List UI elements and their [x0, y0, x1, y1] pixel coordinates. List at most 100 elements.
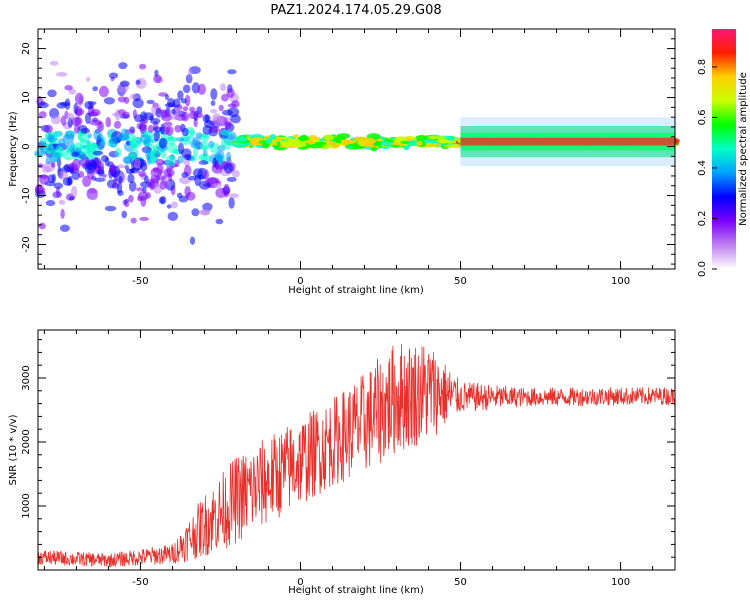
spectrogram-cell	[123, 156, 133, 165]
spectrogram-xlabel: Height of straight line (km)	[288, 285, 424, 296]
spectrogram-cell	[189, 236, 196, 245]
spectrogram-cell	[447, 136, 455, 141]
spectrogram-cell	[64, 112, 75, 120]
colorbar: 0.0 0.2 0.4 0.6 0.8 Normalized spectral ampl…	[697, 29, 749, 277]
spectrogram-cell	[265, 137, 273, 145]
spectrogram-cell	[152, 126, 163, 133]
spectrogram-cell	[153, 130, 161, 142]
spectrogram-cell	[84, 112, 92, 124]
spectrogram-cell	[221, 136, 227, 149]
y-tick-label: 10	[21, 91, 32, 104]
spectrogram-cell	[225, 151, 232, 163]
spectrogram-band	[460, 137, 675, 146]
spectrogram-cell	[86, 77, 91, 82]
spectrogram-cell	[47, 89, 57, 98]
spectrogram-cell	[109, 136, 118, 148]
spectrogram-cell	[129, 168, 135, 174]
spectrogram-cell	[235, 136, 248, 142]
spectrogram-cell	[224, 121, 232, 130]
y-tick-label: -10	[21, 187, 32, 203]
spectrogram-cell	[117, 190, 124, 196]
spectrogram-cell	[182, 106, 189, 112]
spectrogram-cell	[62, 177, 73, 186]
spectrogram-cell	[49, 60, 59, 66]
spectrogram-cell	[181, 111, 190, 122]
spectrogram-cell	[226, 88, 235, 98]
colorbar-tick-label: 0.8	[697, 59, 708, 75]
spectrogram-cell	[231, 142, 246, 148]
spectrogram-cell	[82, 175, 92, 187]
spectrogram-cell	[43, 143, 54, 154]
spectrogram-cell	[55, 72, 68, 77]
spectrogram-cell	[71, 171, 80, 181]
spectrogram-cell	[181, 148, 192, 158]
spectrogram-cell	[120, 80, 130, 87]
spectrogram-cell	[227, 103, 237, 108]
spectrogram-cell	[101, 155, 109, 163]
spectrogram-cell	[94, 177, 106, 182]
spectrogram-cell	[37, 174, 49, 179]
spectrogram-cell	[416, 141, 423, 146]
colorbar-tick-label: 0.0	[697, 261, 708, 277]
spectrogram-cell	[228, 197, 235, 209]
spectrogram-cell	[47, 174, 55, 183]
spectrogram-cell	[188, 111, 198, 120]
spectrogram-cell	[51, 161, 56, 168]
spectrogram-cell	[34, 186, 46, 194]
spectrogram-cell	[193, 145, 198, 157]
spectrogram-cell	[308, 143, 323, 149]
spectrogram-cell	[78, 158, 90, 167]
spectrogram-cell	[179, 134, 192, 146]
x-tick-label: 100	[611, 577, 630, 588]
spectrogram-cell	[44, 124, 53, 134]
y-tick-label: 2000	[21, 429, 32, 454]
spectrogram-cell	[85, 141, 97, 152]
spectrogram-cell	[208, 140, 215, 149]
spectrogram-cell	[207, 177, 220, 185]
spectrogram-cell	[129, 147, 139, 160]
spectrogram-cell	[172, 149, 179, 155]
x-tick-label: 100	[611, 276, 630, 287]
snr-panel: -50 0 50 100 1000 2000 3000 Height of straight…	[8, 329, 676, 596]
x-tick-label: 0	[297, 577, 303, 588]
spectrogram-cell	[227, 69, 237, 75]
y-tick-label: -20	[21, 236, 32, 252]
spectrogram-cell	[98, 85, 109, 98]
spectrogram-cell	[53, 182, 64, 190]
spectrogram-cell	[135, 79, 141, 85]
spectrogram-cell	[210, 109, 218, 114]
spectrogram-cell	[160, 123, 166, 135]
spectrogram-cell	[171, 201, 178, 209]
spectrogram-cell	[146, 99, 155, 105]
spectrogram-cell	[55, 186, 60, 198]
spectrogram-cell	[188, 175, 197, 181]
spectrogram-cell	[163, 121, 173, 127]
spectrogram-cell	[65, 130, 76, 138]
spectrogram-cell	[176, 192, 183, 199]
spectrogram-cell	[93, 129, 102, 141]
spectrogram-cell	[416, 135, 426, 143]
spectrogram-cell	[127, 173, 135, 184]
spectrogram-cell	[199, 180, 211, 190]
spectrogram-cell	[191, 208, 200, 217]
spectrogram-cell	[204, 169, 209, 181]
spectrogram-cell	[308, 135, 317, 140]
spectrogram-cell	[58, 199, 66, 205]
spectrogram-cell	[123, 96, 130, 104]
spectrogram-cell	[108, 72, 119, 79]
spectrogram-cell	[140, 111, 148, 122]
spectrogram-cell	[166, 136, 179, 142]
colorbar-gradient	[712, 29, 736, 269]
spectrogram-cell	[220, 83, 226, 92]
spectrogram-cell	[400, 140, 410, 144]
spectrogram-cell	[196, 106, 203, 114]
spectrogram-cell	[140, 162, 148, 172]
spectrogram-cell	[195, 112, 204, 119]
snr-series-line	[37, 344, 676, 568]
y-tick-label: 3000	[21, 365, 32, 390]
spectrogram-cell	[135, 187, 145, 192]
spectrogram-cell	[132, 98, 144, 109]
spectrogram-cell	[39, 137, 48, 144]
spectrogram-cell	[322, 134, 335, 141]
spectrogram-cell	[37, 102, 49, 109]
